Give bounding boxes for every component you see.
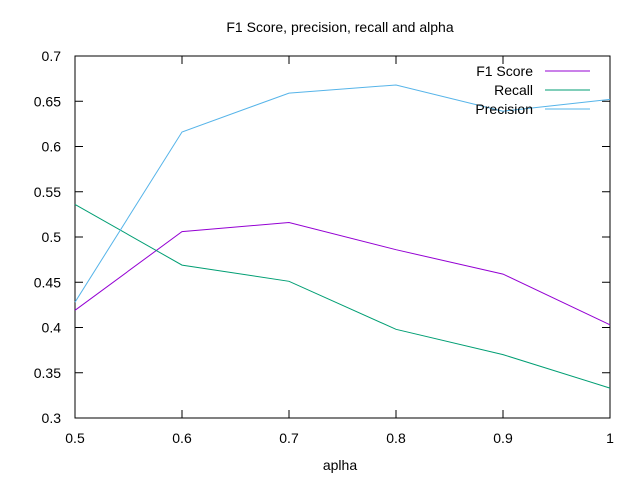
x-tick-label: 0.8 (386, 430, 406, 446)
chart-title: F1 Score, precision, recall and alpha (226, 19, 453, 35)
y-tick-label: 0.4 (42, 320, 62, 336)
series-line-f1-score (74, 221, 611, 326)
legend-label-recall: Recall (494, 82, 533, 98)
x-tick-label: 0.7 (279, 430, 299, 446)
series-line-precision (74, 84, 611, 303)
axis-ticks: 0.3 0.35 0.4 0.45 0.5 0.55 0.6 0.65 0.7 0.5 0.6 0.7… (34, 48, 614, 446)
legend-label-f1-score: F1 Score (476, 63, 533, 79)
y-tick-label: 0.35 (34, 365, 61, 381)
y-tick-label: 0.7 (42, 48, 62, 64)
y-tick-label: 0.6 (42, 139, 62, 155)
y-tick-label: 0.45 (34, 274, 61, 290)
x-tick-label: 0.5 (65, 430, 85, 446)
series-lines (74, 84, 611, 389)
plot-frame (74, 55, 611, 419)
series-line-recall (74, 203, 611, 389)
x-tick-label: 0.6 (172, 430, 192, 446)
x-tick-label: 1 (606, 430, 614, 446)
x-tick-label: 0.9 (493, 430, 513, 446)
legend-label-precision: Precision (475, 101, 533, 117)
y-tick-label: 0.5 (42, 229, 62, 245)
y-tick-label: 0.65 (34, 93, 61, 109)
y-tick-label: 0.3 (42, 410, 62, 426)
x-axis-label: aplha (323, 457, 357, 473)
legend: F1 Score Recall Precision (475, 63, 590, 117)
y-tick-label: 0.55 (34, 184, 61, 200)
